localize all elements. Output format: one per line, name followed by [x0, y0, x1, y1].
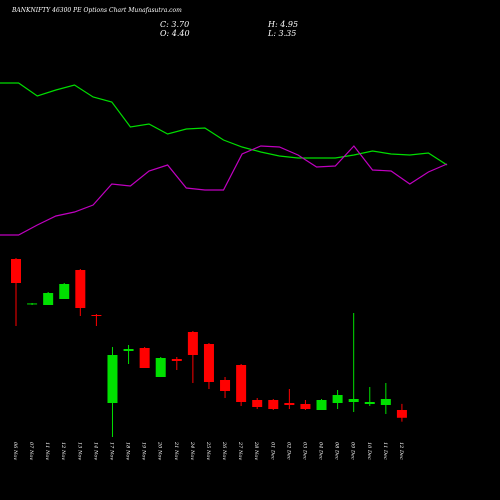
candle-body — [396, 410, 407, 418]
ohlc-open: O: 4.40 — [160, 29, 190, 38]
x-tick-label: 10 Dec — [366, 442, 372, 460]
candle-body — [364, 402, 375, 404]
candle-body — [236, 365, 247, 402]
x-tick-label: 24 Nov — [189, 441, 195, 460]
candle-body — [268, 400, 279, 409]
candle-body — [284, 403, 295, 405]
candle-body — [107, 355, 118, 403]
x-tick-label: 26 Nov — [221, 441, 227, 460]
x-tick-label: 12 Nov — [60, 442, 66, 460]
x-tick-label: 04 Dec — [318, 442, 324, 460]
candle-body — [91, 315, 102, 316]
x-tick-label: 19 Nov — [141, 442, 147, 460]
x-tick-label: 11 Nov — [44, 442, 50, 460]
indicator-line — [0, 145, 448, 236]
x-tick-label: 13 Nov — [76, 442, 82, 460]
x-tick-label: 14 Nov — [92, 442, 98, 460]
x-tick-label: 17 Nov — [108, 442, 114, 460]
candle-body — [43, 293, 54, 305]
candle-body — [139, 348, 150, 368]
x-tick-label: 06 Nov — [12, 442, 18, 460]
candle-body — [203, 344, 214, 382]
x-tick-label: 18 Nov — [125, 442, 131, 460]
candle-body — [27, 303, 38, 305]
candle-body — [123, 349, 134, 351]
x-tick-label: 21 Nov — [173, 441, 179, 460]
x-tick-label: 27 Nov — [237, 441, 243, 460]
indicator-line — [0, 82, 448, 166]
x-tick-label: 12 Dec — [398, 442, 404, 460]
x-tick-label: 07 Nov — [28, 442, 34, 460]
ohlc-close: C: 3.70 — [160, 20, 189, 29]
ohlc-low: L: 3.35 — [267, 29, 296, 38]
candle-body — [300, 404, 311, 409]
candle-body — [59, 284, 70, 299]
candle-body — [187, 332, 198, 355]
candle-body — [252, 400, 263, 407]
candle-body — [380, 399, 391, 405]
candle-body — [171, 359, 182, 361]
candle-body — [316, 400, 327, 410]
candle-body — [75, 270, 86, 308]
candle-body — [348, 399, 359, 402]
x-tick-label: 28 Nov — [253, 441, 259, 460]
x-tick-label: 08 Dec — [334, 442, 340, 460]
candle-body — [155, 358, 166, 377]
candle-body — [11, 259, 21, 283]
x-tick-label: 25 Nov — [205, 441, 211, 460]
x-tick-label: 20 Nov — [157, 441, 163, 460]
candle-body — [332, 395, 343, 403]
x-tick-label: 11 Dec — [382, 442, 388, 460]
x-tick-label: 09 Dec — [350, 442, 356, 460]
x-tick-label: 02 Dec — [285, 442, 291, 460]
chart-title: BANKNIFTY 46300 PE Options Chart Munafas… — [11, 7, 182, 14]
x-tick-label: 03 Dec — [301, 442, 307, 460]
candle-body — [220, 380, 231, 391]
x-tick-label: 01 Dec — [269, 442, 275, 460]
ohlc-high: H: 4.95 — [267, 20, 298, 29]
